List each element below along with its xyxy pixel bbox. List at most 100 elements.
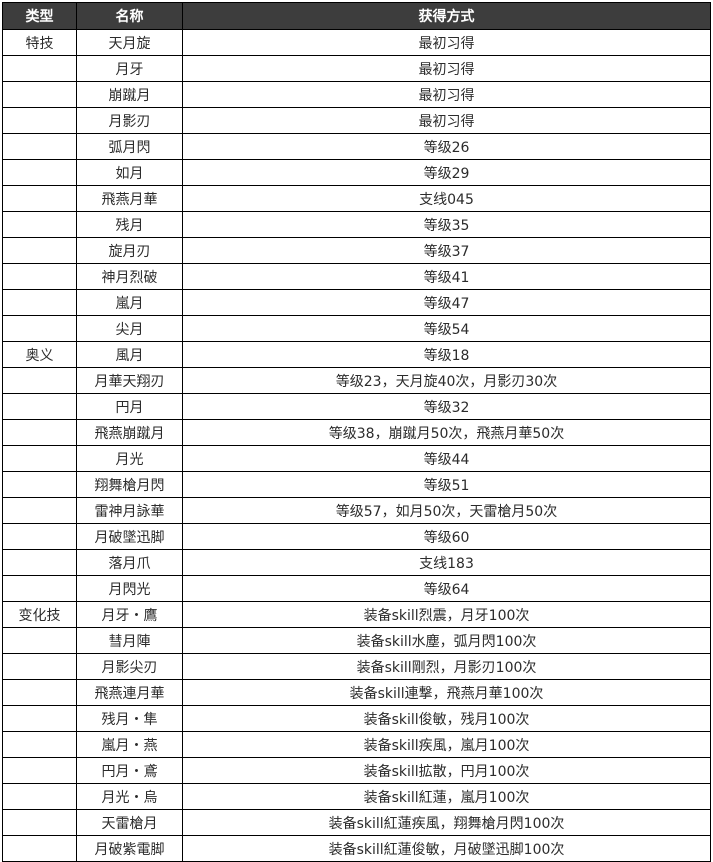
table-row: 落月爪 支线183	[2, 549, 711, 576]
type-cell	[2, 497, 77, 524]
table-row: 神月烈破 等级41	[2, 263, 711, 290]
type-cell	[2, 705, 77, 732]
method-cell: 等级29	[182, 159, 711, 186]
name-cell: 残月	[76, 211, 183, 238]
name-cell: 月破紫電脚	[76, 835, 183, 862]
table-row: 特技 天月旋 最初习得	[2, 29, 711, 56]
column-header-type: 类型	[2, 2, 77, 30]
name-cell: 翔舞槍月閃	[76, 471, 183, 498]
name-cell: 飛燕連月華	[76, 679, 183, 706]
name-cell: 神月烈破	[76, 263, 183, 290]
table-row: 月影尖刃 装备skill剛烈，月影刃100次	[2, 653, 711, 680]
table-row: 旋月刃 等级37	[2, 237, 711, 264]
name-cell: 彗月陣	[76, 627, 183, 654]
type-cell	[2, 523, 77, 550]
type-cell	[2, 809, 77, 836]
name-cell: 雷神月詠華	[76, 497, 183, 524]
table-row: 月光・烏 装备skill紅蓮，嵐月100次	[2, 783, 711, 810]
method-cell: 等级32	[182, 393, 711, 420]
type-cell	[2, 419, 77, 446]
type-cell	[2, 315, 77, 342]
method-cell: 等级47	[182, 289, 711, 316]
table-row: 月光 等级44	[2, 445, 711, 472]
method-cell: 等级23，天月旋40次，月影刃30次	[182, 367, 711, 394]
type-cell	[2, 237, 77, 264]
method-cell: 最初习得	[182, 55, 711, 82]
name-cell: 月牙	[76, 55, 183, 82]
method-cell: 装备skill連撃，飛燕月華100次	[182, 679, 711, 706]
method-cell: 等级35	[182, 211, 711, 238]
table-row: 翔舞槍月閃 等级51	[2, 471, 711, 498]
name-cell: 弧月閃	[76, 133, 183, 160]
table-row: 円月 等级32	[2, 393, 711, 420]
table-row: 月破紫電脚 装备skill紅蓮俊敏，月破墜迅脚100次	[2, 835, 711, 862]
type-cell	[2, 549, 77, 576]
name-cell: 月破墜迅脚	[76, 523, 183, 550]
method-cell: 等级54	[182, 315, 711, 342]
method-cell: 装备skill剛烈，月影刃100次	[182, 653, 711, 680]
name-cell: 飛燕崩蹴月	[76, 419, 183, 446]
type-cell	[2, 289, 77, 316]
method-cell: 等级57，如月50次，天雷槍月50次	[182, 497, 711, 524]
table-row: 残月 等级35	[2, 211, 711, 238]
method-cell: 等级41	[182, 263, 711, 290]
method-cell: 装备skill疾風，嵐月100次	[182, 731, 711, 758]
type-cell	[2, 107, 77, 134]
table-row: 飛燕月華 支线045	[2, 185, 711, 212]
type-cell	[2, 679, 77, 706]
table-row: 变化技 月牙・鷹 装备skill烈震，月牙100次	[2, 601, 711, 628]
table-row: 月閃光 等级64	[2, 575, 711, 602]
name-cell: 嵐月・燕	[76, 731, 183, 758]
table-row: 雷神月詠華 等级57，如月50次，天雷槍月50次	[2, 497, 711, 524]
table-row: 月牙 最初习得	[2, 55, 711, 82]
method-cell: 装备skill紅蓮疾風，翔舞槍月閃100次	[182, 809, 711, 836]
name-cell: 天月旋	[76, 29, 183, 56]
method-cell: 装备skill烈震，月牙100次	[182, 601, 711, 628]
method-cell: 最初习得	[182, 107, 711, 134]
name-cell: 天雷槍月	[76, 809, 183, 836]
name-cell: 円月	[76, 393, 183, 420]
table-row: 月華天翔刃 等级23，天月旋40次，月影刃30次	[2, 367, 711, 394]
name-cell: 飛燕月華	[76, 185, 183, 212]
name-cell: 月光・烏	[76, 783, 183, 810]
name-cell: 風月	[76, 341, 183, 368]
table-row: 月破墜迅脚 等级60	[2, 523, 711, 550]
name-cell: 月光	[76, 445, 183, 472]
type-cell	[2, 783, 77, 810]
type-cell	[2, 471, 77, 498]
method-cell: 支线045	[182, 185, 711, 212]
name-cell: 如月	[76, 159, 183, 186]
type-cell	[2, 653, 77, 680]
method-cell: 等级38，崩蹴月50次，飛燕月華50次	[182, 419, 711, 446]
method-cell: 等级18	[182, 341, 711, 368]
name-cell: 崩蹴月	[76, 81, 183, 108]
table-row: 崩蹴月 最初习得	[2, 81, 711, 108]
method-cell: 装备skill俊敏，残月100次	[182, 705, 711, 732]
method-cell: 等级26	[182, 133, 711, 160]
table-row: 奥义 風月 等级18	[2, 341, 711, 368]
type-cell	[2, 55, 77, 82]
header-row: 类型 名称 获得方式	[2, 2, 711, 30]
name-cell: 落月爪	[76, 549, 183, 576]
type-cell	[2, 731, 77, 758]
table-row: 弧月閃 等级26	[2, 133, 711, 160]
method-cell: 装备skill紅蓮俊敏，月破墜迅脚100次	[182, 835, 711, 862]
column-header-method: 获得方式	[182, 2, 711, 30]
type-cell	[2, 835, 77, 862]
type-cell	[2, 133, 77, 160]
type-cell	[2, 627, 77, 654]
table-row: 如月 等级29	[2, 159, 711, 186]
method-cell: 支线183	[182, 549, 711, 576]
method-cell: 等级37	[182, 237, 711, 264]
method-cell: 等级64	[182, 575, 711, 602]
type-cell	[2, 575, 77, 602]
method-cell: 装备skill拡散，円月100次	[182, 757, 711, 784]
type-cell: 特技	[2, 29, 77, 56]
method-cell: 最初习得	[182, 29, 711, 56]
table-row: 飛燕連月華 装备skill連撃，飛燕月華100次	[2, 679, 711, 706]
method-cell: 等级60	[182, 523, 711, 550]
table-row: 彗月陣 装备skill水塵，弧月閃100次	[2, 627, 711, 654]
table-row: 嵐月 等级47	[2, 289, 711, 316]
table-row: 尖月 等级54	[2, 315, 711, 342]
name-cell: 嵐月	[76, 289, 183, 316]
